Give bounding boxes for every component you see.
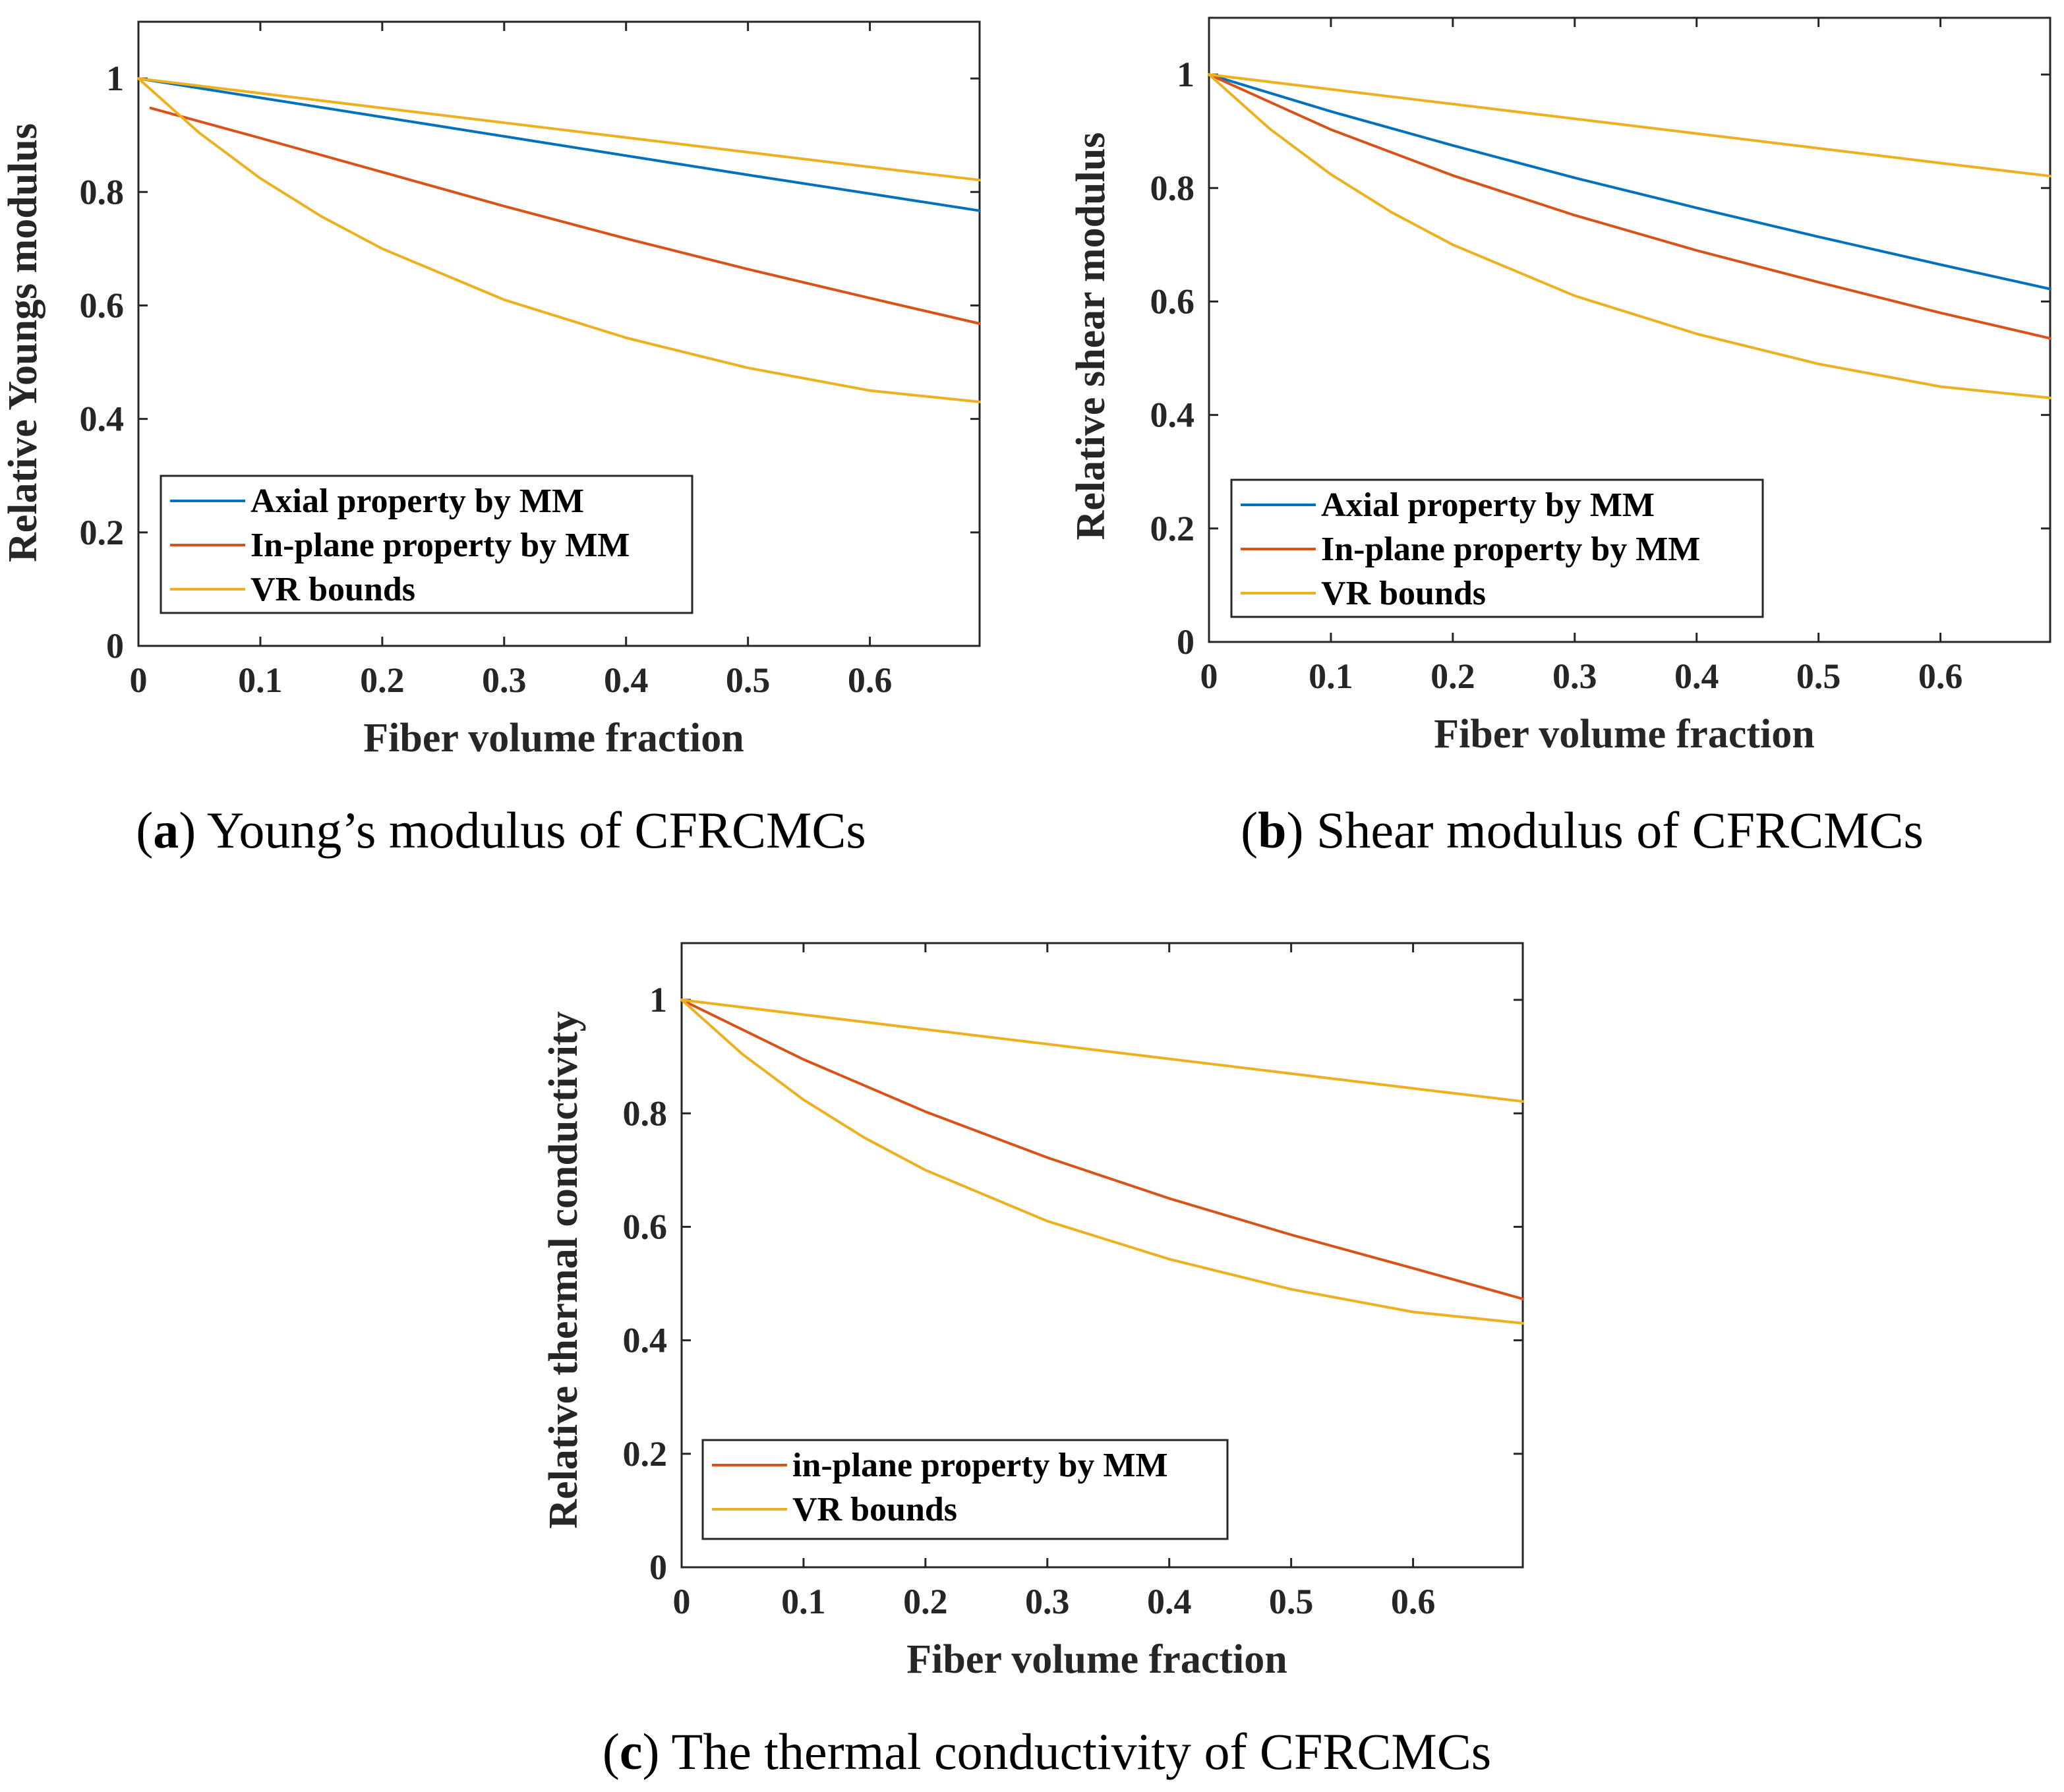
caption-text: Shear modulus of CFRCMCs [1303,801,1923,859]
y-tick-label: 0.4 [1150,395,1195,435]
x-axis-label: Fiber volume fraction [906,1637,1287,1682]
series-line-c-2 [680,998,1524,1325]
series-line-b-1 [1208,73,2051,340]
series-line-b-2 [1208,73,2051,178]
caption-paren-open: ( [1241,801,1258,859]
panel-b: 0 0.1 0.2 0.3 0.4 0.5 0.6 0 0.2 0.4 0.6 0.8 1 Axial p… [1069,16,2051,859]
caption-letter: a [153,801,179,859]
legend-b: Axial property by MM In-plane property by… [1230,478,1764,618]
x-tick-label: 0.5 [726,660,771,700]
y-axis-label: Relative thermal conductivity [541,1011,586,1528]
y-tick-label: 0 [649,1547,667,1587]
caption-paren-open: ( [603,1723,620,1780]
series-line-a-1 [149,106,981,325]
panel-c: 0 0.1 0.2 0.3 0.4 0.5 0.6 0 0.2 0.4 0.6 0.8 1 in-plan… [541,942,1524,1780]
y-tick-label: 0 [1177,622,1194,662]
legend-entry-label: In-plane property by MM [251,527,630,564]
x-tick-label: 0.4 [1674,656,1719,696]
caption-text: Young’s modulus of CFRCMCs [196,801,866,859]
caption-letter: b [1258,801,1286,859]
panel-caption: (a) Young’s modulus of CFRCMCs [136,801,866,859]
y-tick-label: 0.6 [623,1207,668,1246]
legend-a: Axial property by MM In-plane property by… [160,475,693,614]
x-tick-label: 0.2 [903,1582,948,1621]
caption-paren-close: ) [179,801,196,859]
x-tick-label: 0.5 [1796,656,1841,696]
legend-entry-label: VR bounds [1321,575,1486,612]
caption-text: The thermal conductivity of CFRCMCs [659,1723,1491,1780]
y-axis-label: Relative shear modulus [1069,132,1113,540]
y-tick-label: 0.8 [1150,168,1195,208]
y-tick-label: 0.8 [80,172,125,212]
legend-entry-label: Axial property by MM [1321,486,1655,524]
panel-a: 0 0.1 0.2 0.3 0.4 0.5 0.6 0 0.2 0.4 0.6 0.8 1 Axial p… [1,20,981,859]
series-line-b-3 [1208,73,2051,399]
caption-paren-close: ) [642,1723,659,1780]
x-tick-label: 0.6 [1918,656,1963,696]
legend-box [160,475,693,614]
legend-entry-label: Axial property by MM [251,482,584,520]
legend-c: in-plane property by MM VR bounds [701,1439,1229,1540]
y-tick-label: 0.4 [623,1321,668,1360]
caption-paren-open: ( [136,801,153,859]
series-line-c-0 [680,998,1524,1300]
x-axis-label: Fiber volume fraction [1434,712,1814,757]
y-tick-label: 0.6 [80,285,125,325]
caption-letter: c [620,1723,643,1780]
x-tick-label: 0.6 [1391,1582,1436,1621]
series-line-c-1 [680,998,1524,1103]
y-tick-label: 0.2 [1150,509,1195,548]
series-line-a-0 [137,77,981,212]
x-tick-label: 0.2 [360,660,405,700]
y-tick-label: 0.4 [80,399,125,439]
x-tick-label: 0 [130,660,148,700]
x-tick-label: 0.6 [848,660,893,700]
x-tick-label: 0.2 [1430,656,1475,696]
x-tick-label: 0.1 [781,1582,826,1621]
x-tick-label: 0.5 [1269,1582,1314,1621]
series-line-b-0 [1208,73,2051,291]
x-tick-label: 0.1 [238,660,283,700]
panel-caption: (c) The thermal conductivity of CFRCMCs [603,1723,1491,1780]
legend-box [1230,478,1764,618]
x-tick-label: 0.4 [604,660,649,700]
y-tick-label: 0.8 [623,1093,668,1133]
y-tick-label: 0.6 [1150,281,1195,321]
x-tick-label: 0.3 [1552,656,1597,696]
caption-paren-close: ) [1286,801,1303,859]
y-tick-label: 0.2 [623,1434,668,1474]
legend-entry-label: in-plane property by MM [792,1447,1168,1484]
legend-entry-label: In-plane property by MM [1321,531,1700,568]
legend-box [701,1439,1229,1540]
y-axis-label: Relative Youngs modulus [1,123,45,562]
y-tick-label: 0.2 [80,513,125,552]
y-tick-label: 1 [649,980,667,1020]
legend-entry-label: VR bounds [792,1491,957,1528]
x-axis-label: Fiber volume fraction [363,716,744,761]
x-tick-label: 0.4 [1147,1582,1192,1621]
x-tick-label: 0 [1200,656,1218,696]
x-tick-label: 0.3 [1025,1582,1070,1621]
series-line-a-2 [137,77,981,182]
x-tick-label: 0 [673,1582,691,1621]
series-line-a-3 [137,77,981,403]
legend-entry-label: VR bounds [251,571,415,608]
panel-caption: (b) Shear modulus of CFRCMCs [1241,801,1924,859]
y-tick-label: 1 [106,59,124,98]
y-tick-label: 0 [106,626,124,666]
x-tick-label: 0.3 [482,660,527,700]
y-tick-label: 1 [1177,55,1194,94]
x-tick-label: 0.1 [1309,656,1353,696]
